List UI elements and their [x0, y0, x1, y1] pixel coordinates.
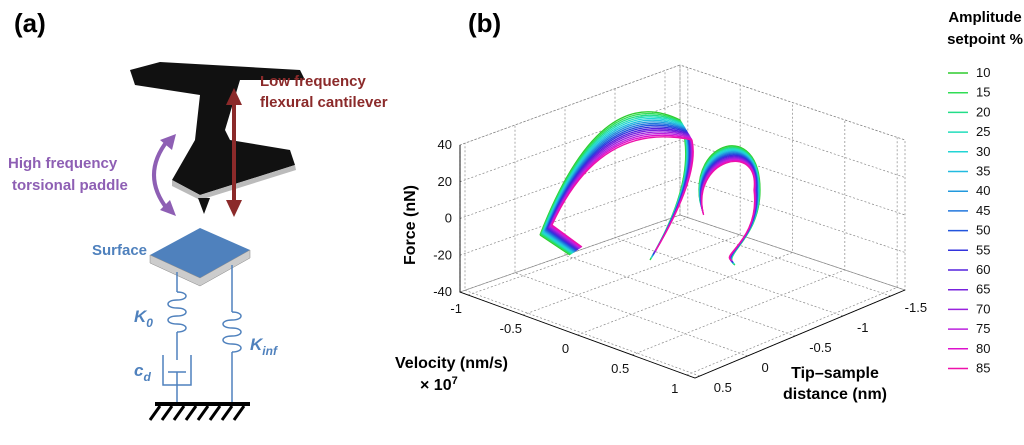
grid-line	[577, 102, 793, 336]
grid-line	[686, 137, 898, 376]
legend-label: 45	[976, 203, 990, 218]
grid-line	[614, 88, 844, 317]
arrow-head	[160, 134, 176, 150]
axis-label: Tip–sample	[791, 365, 879, 382]
ground-hatch	[148, 405, 246, 421]
symbol: cd	[134, 361, 151, 384]
x-tick-label: 1	[671, 381, 678, 396]
surface	[150, 228, 250, 278]
x-tick-label: 0.5	[611, 361, 629, 376]
axis-label: Velocity (nm/s)	[395, 355, 508, 372]
symbol: Kinf	[250, 335, 278, 358]
legend-label: 80	[976, 341, 990, 356]
grid-line	[459, 177, 906, 256]
grid-line	[459, 139, 906, 219]
arrow-head	[226, 200, 242, 217]
legend-title: Amplitude	[948, 9, 1021, 26]
annotation: Surface	[92, 242, 147, 259]
annotation: High frequency	[8, 155, 118, 172]
x-tick-label: 0	[562, 341, 569, 356]
annotation: Low frequency	[260, 73, 367, 90]
z-tick-label: 0	[445, 211, 452, 226]
arrow-head	[160, 200, 176, 216]
grid-line	[459, 214, 906, 293]
panel-label: (b)	[468, 8, 501, 38]
axis-label: distance (nm)	[783, 386, 887, 403]
grid-line	[632, 119, 846, 356]
legend-label: 35	[976, 164, 990, 179]
axis-line	[459, 145, 906, 379]
annotation: flexural cantilever	[260, 94, 388, 111]
x-tick-label: -0.5	[500, 321, 522, 336]
axis-label: Force (nN)	[402, 185, 419, 265]
floor	[458, 214, 906, 379]
legend-label: 30	[976, 144, 990, 159]
z-tick-label: -40	[433, 284, 452, 299]
panel-a: (a) Low frequency flexural cantilever Hi…	[8, 8, 388, 421]
torsion-arrow	[152, 138, 170, 212]
legend-label: 55	[976, 242, 990, 257]
grid-line	[464, 143, 700, 377]
legend-label: 70	[976, 301, 990, 316]
legend-title: setpoint %	[947, 31, 1023, 48]
legend-label: 85	[976, 361, 990, 376]
grid-line	[459, 64, 906, 146]
legend-label: 40	[976, 183, 990, 198]
cantilever	[130, 62, 305, 195]
y-tick-label: 0	[762, 360, 769, 375]
y-tick-label: -0.5	[809, 340, 831, 355]
annotation: torsional paddle	[12, 177, 128, 194]
legend-label: 65	[976, 282, 990, 297]
trajectory	[551, 136, 756, 261]
legend-label: 15	[976, 85, 990, 100]
grid-line	[564, 106, 796, 337]
trajectory	[544, 122, 758, 264]
y-tick-label: 0.5	[714, 380, 732, 395]
grid-line	[468, 67, 689, 296]
legend-label: 20	[976, 104, 990, 119]
symbol: K0	[134, 307, 153, 330]
x-tick-label: -1	[450, 301, 462, 316]
y-tick-label: -1	[857, 320, 869, 335]
arrow-head	[226, 88, 242, 105]
y-tick-label: -1.5	[905, 300, 927, 315]
tip	[198, 198, 210, 214]
trajectory	[543, 119, 759, 264]
legend-label: 10	[976, 65, 990, 80]
trajectory	[545, 124, 758, 263]
legend-label: 60	[976, 262, 990, 277]
surface-edge	[149, 249, 251, 287]
grid-line	[459, 102, 906, 183]
grid-line	[514, 125, 748, 357]
grid-line	[522, 85, 741, 316]
z-tick-label: 20	[438, 174, 452, 189]
panel-b: (b) Force (nN) Velocity (nm/s) × 107 Tip…	[395, 8, 1023, 403]
legend-label: 50	[976, 223, 990, 238]
springs	[162, 265, 242, 404]
axes-box	[458, 64, 906, 379]
z-tick-label: -20	[433, 247, 452, 262]
legend-label: 25	[976, 124, 990, 139]
axis-scale: × 107	[420, 375, 458, 394]
legend-label: 75	[976, 321, 990, 336]
z-tick-label: 40	[438, 137, 452, 152]
panel-label: (a)	[14, 8, 46, 38]
